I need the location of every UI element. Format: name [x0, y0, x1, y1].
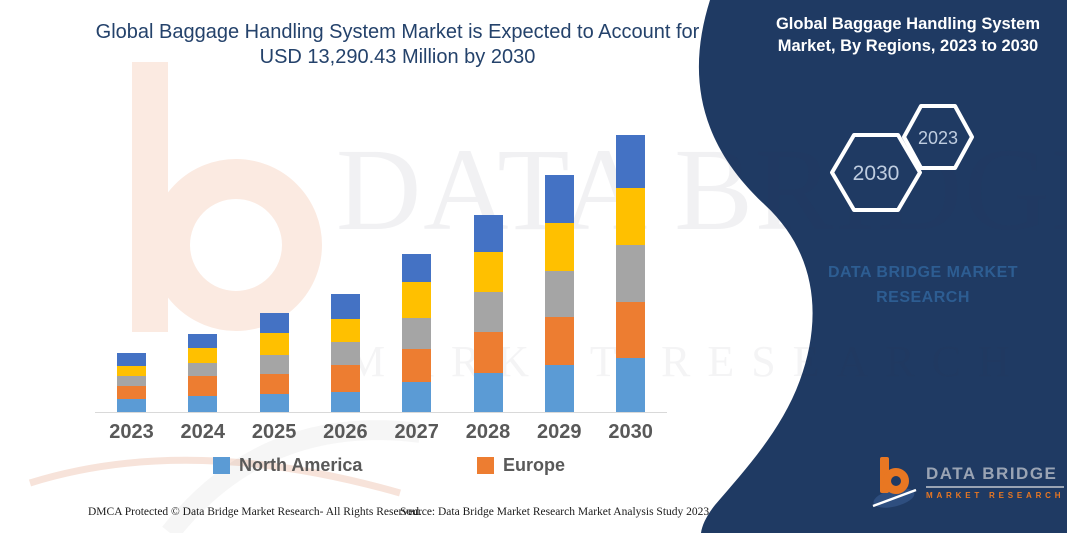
bar-2030-segment-north-america [616, 358, 646, 412]
databridge-logo: DATA BRIDGE MARKET RESEARCH [872, 455, 1065, 509]
x-axis-line [95, 412, 667, 413]
swoosh-watermark [28, 456, 401, 497]
bar-2029-segment-europe [544, 317, 574, 365]
x-axis-label-2029: 2029 [537, 421, 582, 443]
bar-2026-segment [330, 294, 360, 319]
bar-2025-segment [259, 313, 289, 333]
panel-title-line2: Market, By Regions, 2023 to 2030 [777, 36, 1039, 55]
bar-2027-segment [402, 282, 432, 318]
bar-2027-segment [402, 318, 432, 349]
panel-title-line1: Global Baggage Handling System [775, 15, 1041, 33]
x-axis-label-2030: 2030 [608, 421, 653, 443]
footer-dmca: DMCA Protected © Data Bridge Market Rese… [88, 506, 422, 518]
x-axis-labels: 2023 2024 2025 2026 2027 2028 2029 2030 [95, 421, 667, 447]
x-axis-label-2024: 2024 [180, 421, 226, 443]
badge-2023-label: 2023 [918, 128, 958, 148]
bar-2024-segment-europe [188, 376, 218, 396]
panel-title: Global Baggage Handling System Market, B… [768, 14, 1048, 58]
bar-2030 [616, 135, 646, 412]
bar-2028-segment-europe [473, 332, 503, 373]
bar-2023 [117, 353, 146, 412]
bar-2028-segment-north-america [473, 373, 503, 412]
bar-2026-segment-north-america [330, 392, 360, 412]
bar-2026-segment-europe [330, 365, 360, 392]
bar-2029-segment [544, 175, 574, 223]
legend-swatch [477, 457, 494, 474]
bar-2025-segment [259, 355, 289, 374]
bar-2030-segment [616, 188, 646, 245]
x-axis-label-2025: 2025 [251, 421, 297, 443]
footer-source: Source: Data Bridge Market Research Mark… [400, 506, 710, 518]
badge-2030-label: 2030 [853, 162, 900, 185]
chart-title-line1: Global Baggage Handling System Market is… [95, 21, 700, 43]
bar-2026-segment [330, 342, 360, 365]
bar-2027-segment [402, 254, 432, 282]
chart-title-line2: USD 13,290.43 Million by 2030 [259, 46, 536, 68]
bar-2029-segment-north-america [544, 365, 574, 412]
logo-name: DATA BRIDGE [926, 464, 1065, 488]
peach-logo-watermark [132, 62, 322, 332]
x-axis-label-2028: 2028 [465, 421, 511, 443]
bar-2029 [544, 175, 574, 412]
bar-2024 [188, 334, 218, 412]
bar-2024-segment [188, 363, 218, 376]
x-axis-label-2023: 2023 [109, 421, 154, 443]
bar-2029-segment [544, 223, 574, 271]
bar-2027 [402, 254, 432, 412]
legend-swatch [213, 457, 230, 474]
bar-2024-segment-north-america [188, 396, 218, 412]
chart-legend: North America Europe [0, 455, 700, 479]
bar-2025-segment-europe [259, 374, 289, 394]
bar-2026 [330, 294, 360, 412]
databridge-logo-icon [872, 457, 917, 508]
x-axis-label-2026: 2026 [323, 421, 368, 443]
bar-2023-segment-north-america [117, 399, 146, 412]
hexagon-badge-2023 [902, 104, 974, 170]
bar-2025-segment-north-america [259, 394, 289, 412]
hexagon-badge-2030 [830, 133, 922, 212]
bar-2024-segment [188, 334, 218, 348]
legend-item-europe: Europe [477, 455, 565, 476]
year-badges: 2030 2023 [830, 104, 974, 212]
bar-2027-segment-europe [402, 349, 432, 382]
bar-2029-segment [544, 271, 574, 317]
panel-brand-text: DATA BRIDGE MARKET RESEARCH [827, 264, 1019, 306]
legend-label: North America [239, 455, 363, 475]
legend-label: Europe [503, 455, 566, 475]
bar-2025-segment [259, 333, 289, 355]
bar-2023-segment [117, 353, 146, 366]
logo-tagline: MARKET RESEARCH [926, 491, 1065, 500]
bar-2026-segment [330, 319, 360, 342]
bar-2024-segment [188, 348, 218, 363]
bar-2030-segment-europe [616, 302, 646, 358]
bar-2030-segment [616, 135, 646, 188]
bar-2023-segment [117, 366, 146, 376]
bar-2028-segment [473, 252, 503, 292]
legend-item-north-america: North America [213, 455, 362, 476]
bar-2023-segment-europe [117, 386, 146, 399]
stacked-bar-chart [95, 0, 667, 413]
x-axis-label-2027: 2027 [394, 421, 439, 443]
bar-2028-segment [473, 215, 503, 252]
chart-title: Global Baggage Handling System Market is… [85, 20, 710, 70]
bar-2027-segment-north-america [402, 382, 432, 412]
bar-2028 [473, 215, 503, 412]
bar-2023-segment [117, 376, 146, 386]
bar-2030-segment [616, 245, 646, 302]
bar-2025 [259, 313, 289, 412]
bar-2028-segment [473, 292, 503, 332]
